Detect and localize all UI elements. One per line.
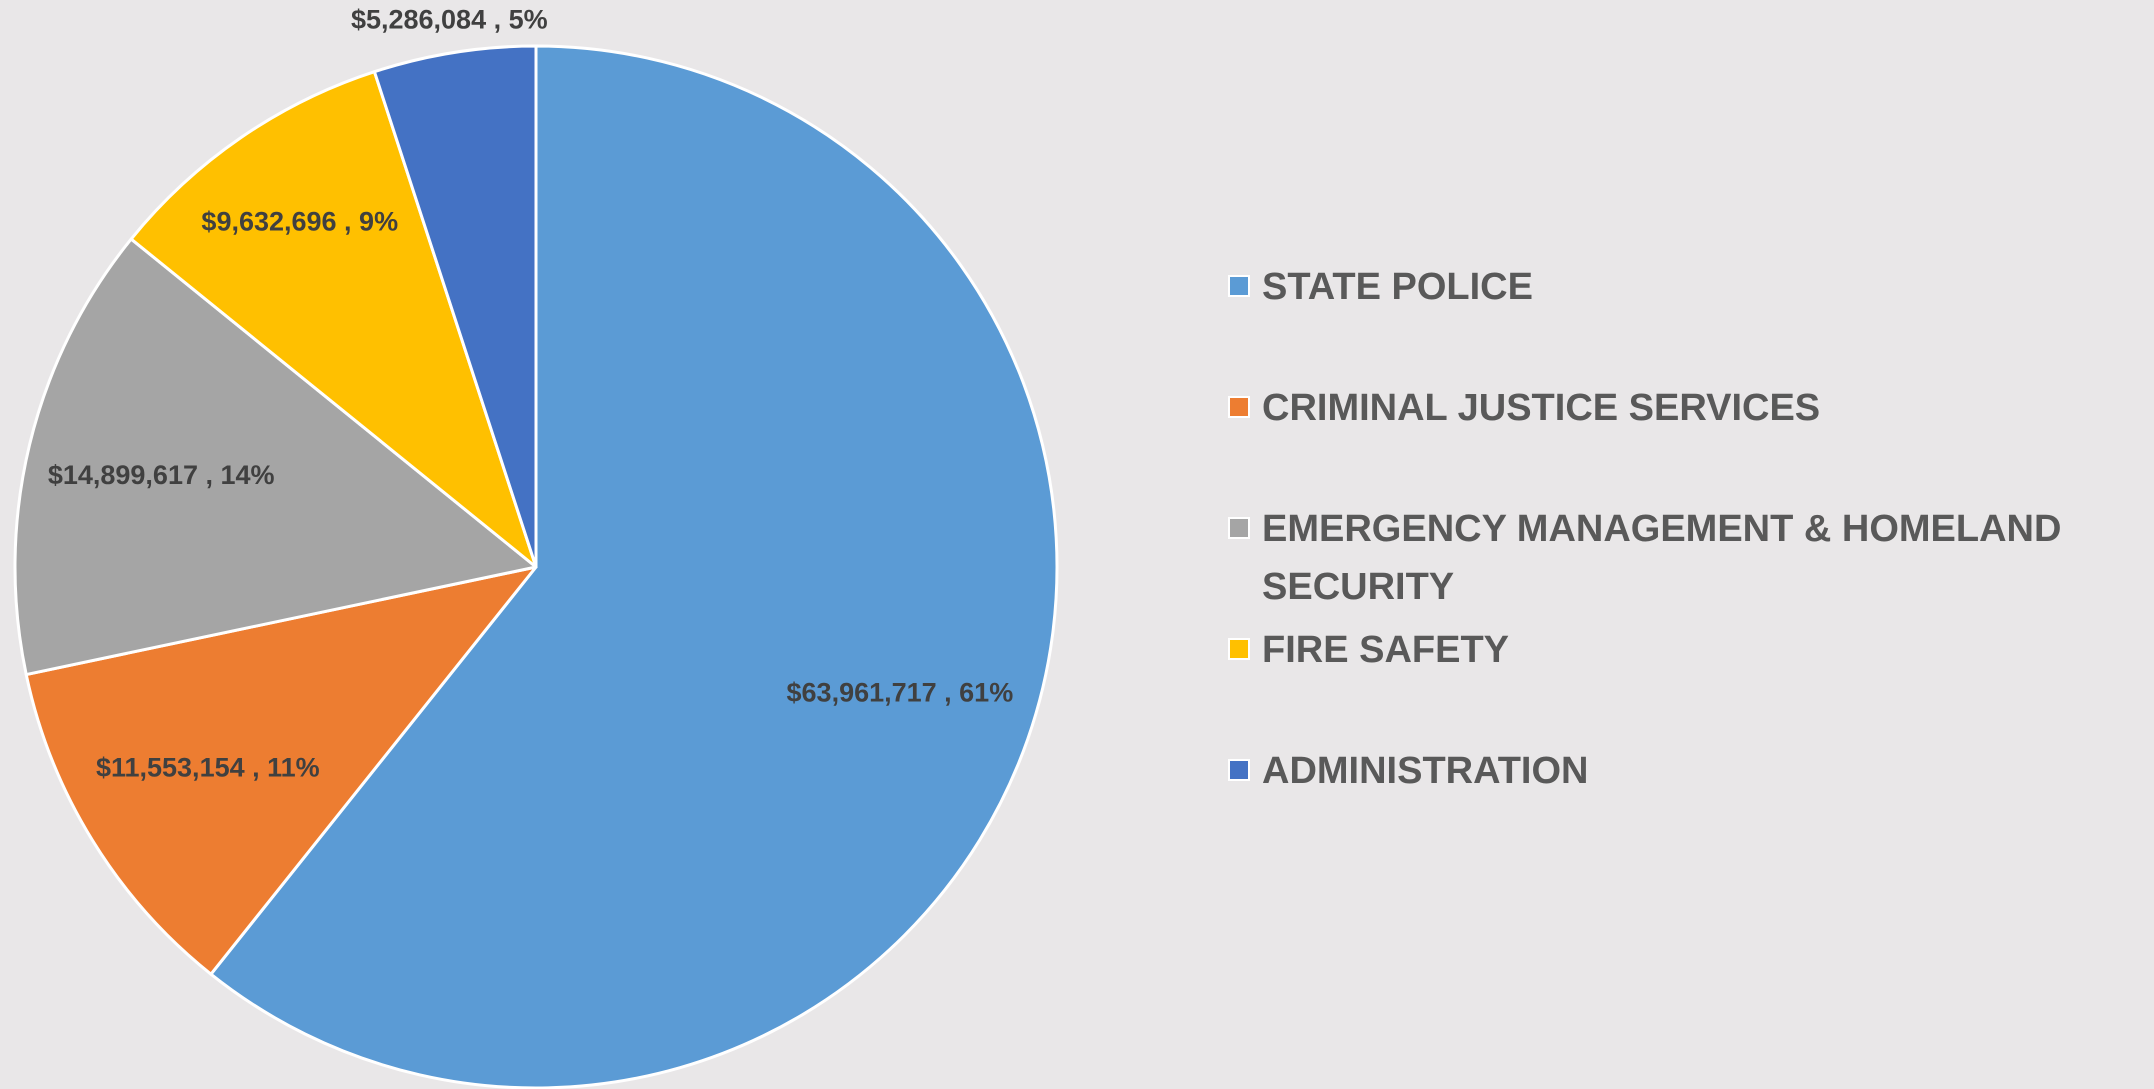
legend-label: CRIMINAL JUSTICE SERVICES <box>1262 387 1821 429</box>
data-label: $9,632,696 , 9% <box>201 207 398 237</box>
pie-slice <box>129 70 538 569</box>
legend-item: FIRE SAFETY <box>1228 629 2138 679</box>
pie-slice <box>372 44 538 569</box>
pie-slice <box>209 44 1059 1089</box>
legend-item: CRIMINAL JUSTICE SERVICES <box>1228 387 2138 437</box>
legend-item: ADMINISTRATION <box>1228 750 2138 800</box>
legend-swatch <box>1228 275 1250 297</box>
legend-item: EMERGENCY MANAGEMENT & HOMELAND SECURITY <box>1228 508 2138 616</box>
data-label: $5,286,084 , 5% <box>351 5 548 35</box>
pie-slice <box>24 565 538 976</box>
legend-label: EMERGENCY MANAGEMENT & HOMELAND SECURITY <box>1262 508 2062 608</box>
legend-item: STATE POLICE <box>1228 266 2138 316</box>
legend-swatch <box>1228 517 1250 539</box>
legend-swatch <box>1228 759 1250 781</box>
legend-label: ADMINISTRATION <box>1262 750 1589 792</box>
legend-label: STATE POLICE <box>1262 266 1533 308</box>
pie-slice <box>13 237 538 677</box>
data-label: $11,553,154 , 11% <box>96 752 320 782</box>
legend-swatch <box>1228 396 1250 418</box>
data-label: $14,899,617 , 14% <box>48 460 275 490</box>
legend-swatch <box>1228 638 1250 660</box>
data-label: $63,961,717 , 61% <box>787 678 1014 708</box>
legend-label: FIRE SAFETY <box>1262 629 1510 671</box>
